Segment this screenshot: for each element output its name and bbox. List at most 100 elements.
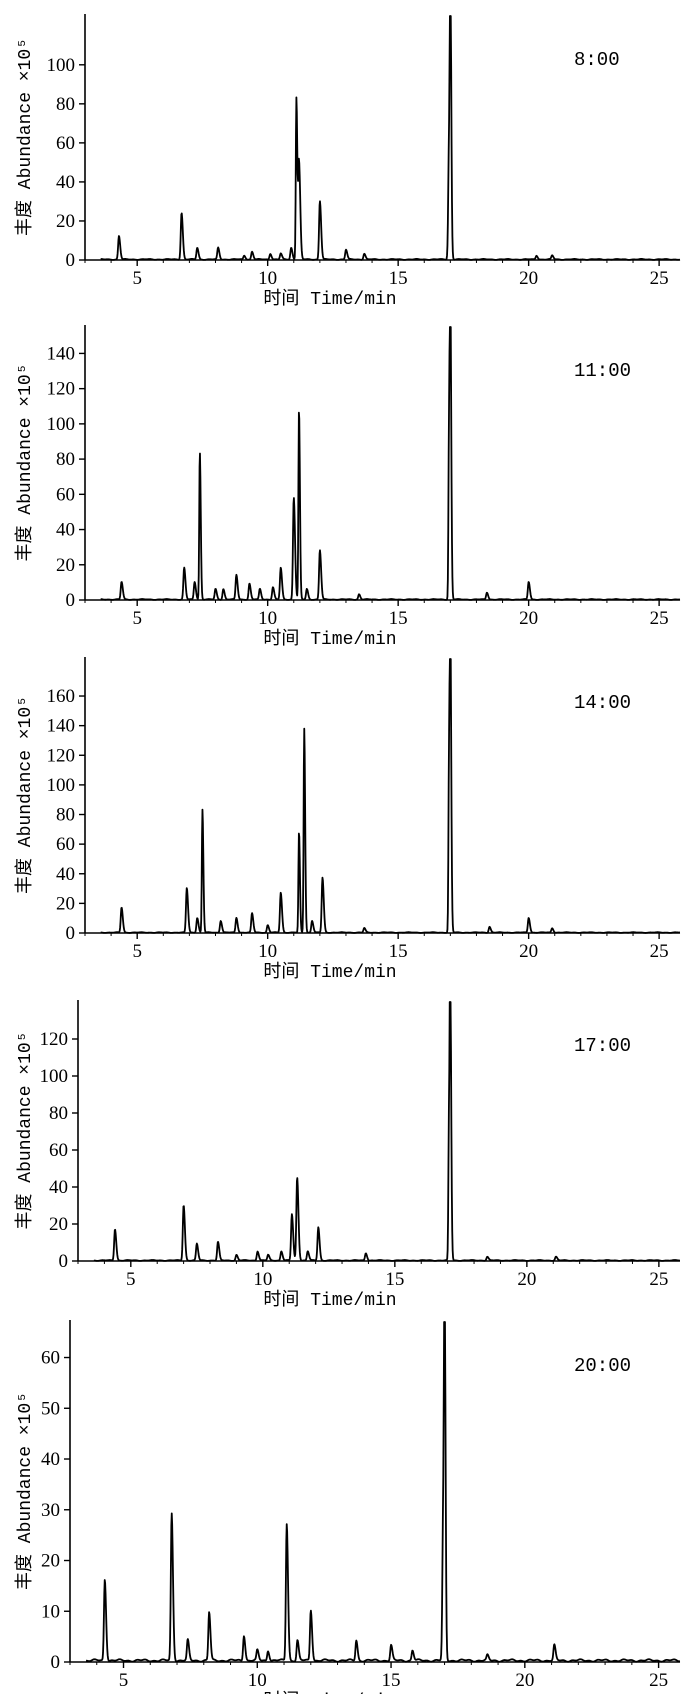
x-axis-title: 时间 Time/min [263,1690,396,1694]
peak-point [450,1002,451,1003]
x-tick-label: 25 [649,1269,668,1290]
peak-point [319,550,320,551]
peak-point [291,1214,292,1215]
peak-point [218,248,219,249]
peak-point [443,1509,444,1510]
peak-point [236,575,237,576]
chromatogram-trace [93,1001,681,1262]
peak-point [298,832,299,833]
peak-point [121,907,122,908]
peak-point [268,1255,269,1256]
sample-time-label: 20:00 [574,1355,631,1377]
peak-point [252,252,253,253]
y-axis-title: 丰度 Abundance ×10⁵ [14,1392,36,1590]
y-tick-label: 20 [56,555,75,576]
peak-point [286,1524,287,1525]
x-tick-label: 15 [389,268,408,289]
x-tick-label: 25 [650,941,669,962]
x-tick-label: 20 [519,941,538,962]
x-tick-label: 5 [132,608,142,629]
y-tick-label: 40 [56,172,75,193]
peak-point [304,728,305,729]
y-tick-label: 100 [47,55,76,76]
peak-point [298,409,299,410]
y-tick-label: 20 [56,211,75,232]
peak-point [187,1641,188,1642]
peak-point [448,1122,449,1123]
y-tick-label: 0 [66,250,76,271]
y-tick-label: 140 [47,343,76,364]
x-tick-label: 5 [132,268,142,289]
peak-point [318,1227,319,1228]
y-tick-label: 60 [56,133,75,154]
y-tick-label: 40 [49,1177,68,1198]
peak-point [450,661,451,662]
peak-point [449,755,450,756]
peak-point [307,1251,308,1252]
peak-point [391,1646,392,1647]
peak-point [298,162,299,163]
y-tick-label: 0 [66,590,76,611]
x-tick-label: 15 [389,608,408,629]
peak-point [121,582,122,583]
peak-point [270,254,271,255]
x-tick-label: 15 [382,1670,401,1691]
y-tick-label: 0 [51,1652,61,1673]
peak-point [181,213,182,214]
y-tick-label: 60 [41,1348,60,1369]
peak-point [296,97,297,98]
sample-time-label: 11:00 [574,360,631,382]
chromatogram-panel: 5 10 15 20 25 0 20 40 60 80 100 120 140 11:00 时间 Time/… [14,325,681,650]
peak-point [552,928,553,929]
y-tick-label: 20 [49,1214,68,1235]
peak-point [528,918,529,919]
sample-time-label: 8:00 [574,49,620,71]
peak-point [365,1253,366,1254]
y-tick-label: 120 [40,1029,69,1050]
peak-point [236,918,237,919]
x-tick-label: 15 [389,941,408,962]
peak-point [184,568,185,569]
y-tick-label: 40 [41,1449,60,1470]
x-tick-label: 10 [253,1269,272,1290]
y-tick-label: 60 [56,834,75,855]
peak-point [217,1242,218,1243]
peak-point [291,248,292,249]
peak-point [280,254,281,255]
peak-point [297,1177,298,1178]
peak-point [197,248,198,249]
x-tick-label: 10 [258,941,277,962]
peak-point [345,250,346,251]
peak-point [359,594,360,595]
peak-point [364,928,365,929]
x-tick-label: 5 [126,1269,136,1290]
peak-point [364,254,365,255]
y-tick-label: 100 [47,775,76,796]
peak-point [450,327,451,328]
peak-point [554,1646,555,1647]
peak-point [215,589,216,590]
peak-point [197,918,198,919]
peak-point [487,1257,488,1258]
y-tick-label: 10 [41,1601,60,1622]
peak-point [281,1251,282,1252]
peak-point [223,589,224,590]
peak-point [293,497,294,498]
sample-time-label: 17:00 [574,1035,631,1057]
y-tick-label: 20 [41,1551,60,1572]
y-tick-label: 80 [49,1103,68,1124]
y-axis-title: 丰度 Abundance ×10⁵ [14,38,36,236]
y-tick-label: 0 [66,923,76,944]
x-axis-title: 时间 Time/min [263,1289,396,1311]
peak-point [319,201,320,202]
x-tick-label: 10 [258,608,277,629]
chromatogram-trace [100,326,681,601]
peak-point [243,1636,244,1637]
y-tick-label: 80 [56,805,75,826]
y-tick-label: 60 [56,484,75,505]
peak-point [552,256,553,257]
peak-point [244,256,245,257]
y-tick-label: 50 [41,1398,60,1419]
peak-point [194,582,195,583]
peak-point [209,1613,210,1614]
